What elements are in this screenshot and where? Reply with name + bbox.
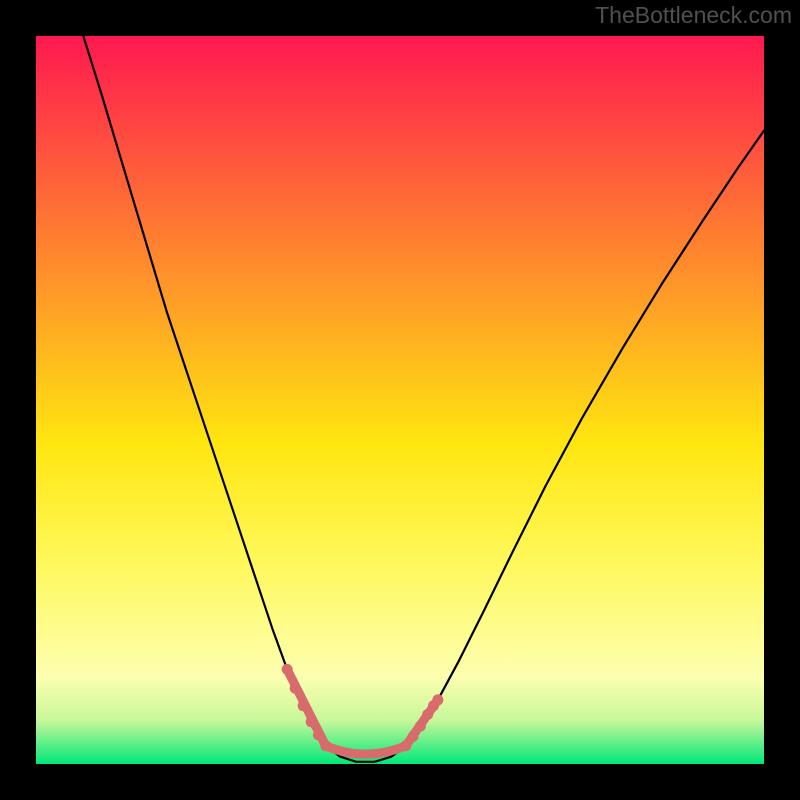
highlight-dot	[415, 721, 426, 732]
highlight-dot	[282, 664, 293, 675]
highlight-dot	[400, 740, 411, 751]
highlight-dot	[408, 731, 419, 742]
watermark-text: TheBottleneck.com	[595, 2, 792, 29]
chart-stage: TheBottleneck.com	[0, 0, 800, 800]
bottleneck-chart	[0, 0, 800, 800]
highlight-dot	[432, 694, 443, 705]
highlight-dot	[290, 683, 301, 694]
highlight-dot	[306, 716, 317, 727]
highlight-dot	[298, 700, 309, 711]
plot-background	[36, 36, 764, 764]
highlight-dot	[313, 729, 324, 740]
